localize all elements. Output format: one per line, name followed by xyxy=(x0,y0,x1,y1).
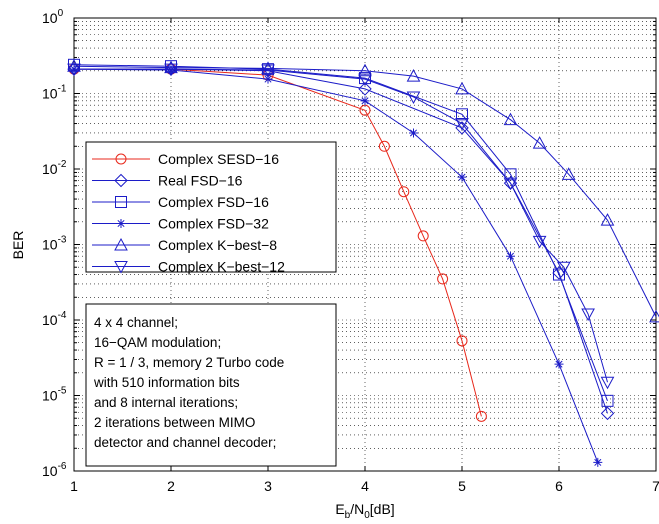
data-point xyxy=(164,63,178,77)
data-point xyxy=(649,309,659,323)
legend: Complex SESD−16 Real FSD−16 Complex FSD−16… xyxy=(85,141,337,275)
data-point xyxy=(263,74,273,84)
annotation-line: detector and channel decoder; xyxy=(94,435,276,450)
data-point xyxy=(554,359,564,369)
x-tick-label: 3 xyxy=(264,478,272,494)
data-point xyxy=(261,61,275,74)
series-line xyxy=(73,65,657,318)
data-point xyxy=(358,82,372,96)
data-point xyxy=(503,177,518,191)
data-point xyxy=(593,457,603,467)
legend-label: Complex FSD−16 xyxy=(158,194,269,210)
x-tick-label: 1 xyxy=(70,478,78,494)
data-point xyxy=(557,261,571,275)
series-line xyxy=(74,68,482,417)
legend-marker xyxy=(115,196,127,208)
data-point xyxy=(553,268,565,281)
legend-marker xyxy=(116,219,126,228)
data-point xyxy=(358,63,372,77)
data-point xyxy=(455,81,469,95)
data-point xyxy=(398,186,410,198)
annotation: 4 x 4 channel; 16−QAM modulation; R = 1 … xyxy=(85,303,337,467)
x-tick-label: 5 xyxy=(458,478,466,494)
data-point xyxy=(600,376,615,390)
annotation-line: 2 iterations between MIMO xyxy=(94,415,255,430)
data-point xyxy=(67,63,81,77)
annotation-box xyxy=(85,303,337,467)
data-point xyxy=(67,59,81,72)
y-axis-label: BER xyxy=(10,231,26,260)
data-point xyxy=(456,335,468,347)
data-point xyxy=(504,168,517,181)
legend-label: Complex SESD−16 xyxy=(158,151,279,167)
data-point xyxy=(600,213,615,226)
legend-marker xyxy=(115,153,127,165)
y-tick-label: 10-3 xyxy=(42,235,67,253)
x-tick-label: 2 xyxy=(167,478,175,494)
data-point xyxy=(457,172,467,182)
x-axis-label: Eb/N0[dB] xyxy=(335,501,394,521)
data-point xyxy=(455,121,469,135)
data-point xyxy=(406,91,421,104)
x-tick-label: 6 xyxy=(555,478,563,494)
data-point xyxy=(164,60,178,74)
data-point xyxy=(455,118,469,131)
series-group xyxy=(67,58,659,467)
data-point xyxy=(417,230,429,242)
y-tick-label: 10-2 xyxy=(42,159,67,177)
data-point xyxy=(358,73,372,87)
data-point xyxy=(503,112,518,126)
y-tick-label: 100 xyxy=(42,8,64,26)
series-line xyxy=(74,68,608,383)
data-point xyxy=(360,96,370,106)
data-point xyxy=(406,69,421,82)
y-tick-label: 10-4 xyxy=(42,310,67,328)
data-point xyxy=(475,410,487,422)
data-point xyxy=(437,273,449,285)
y-tick-label: 10-6 xyxy=(42,461,67,479)
legend-marker xyxy=(114,261,128,274)
data-point xyxy=(261,64,275,78)
legend-label: Real FSD−16 xyxy=(158,173,243,189)
data-point xyxy=(532,235,547,249)
series-line xyxy=(73,64,608,402)
data-point xyxy=(506,251,515,261)
data-point xyxy=(601,394,614,407)
annotation-line: R = 1 / 3, memory 2 Turbo code xyxy=(94,355,284,370)
x-tick-label: 4 xyxy=(361,478,369,494)
plot-frame xyxy=(73,17,657,472)
data-point xyxy=(532,136,547,149)
x-tick-label: 7 xyxy=(652,478,659,494)
legend-marker xyxy=(114,173,128,188)
annotation-line: 4 x 4 channel; xyxy=(94,315,178,330)
legend-marker xyxy=(114,237,128,251)
annotation-line: and 8 internal iterations; xyxy=(94,395,238,410)
data-point xyxy=(561,167,576,180)
data-point xyxy=(378,140,390,152)
legend-label: Complex FSD−32 xyxy=(158,216,269,232)
y-tick-label: 10-1 xyxy=(42,84,67,102)
data-point xyxy=(600,406,615,421)
data-point xyxy=(456,108,468,121)
data-point xyxy=(359,72,371,85)
data-point xyxy=(409,128,418,138)
legend-label: Complex K−best−12 xyxy=(158,259,285,275)
y-tick-label: 10-5 xyxy=(42,386,67,404)
annotation-line: 16−QAM modulation; xyxy=(94,335,221,350)
legend-label: Complex K−best−8 xyxy=(158,237,277,253)
data-point xyxy=(166,65,176,75)
data-point xyxy=(581,308,595,322)
annotation-line: with 510 information bits xyxy=(93,375,240,390)
